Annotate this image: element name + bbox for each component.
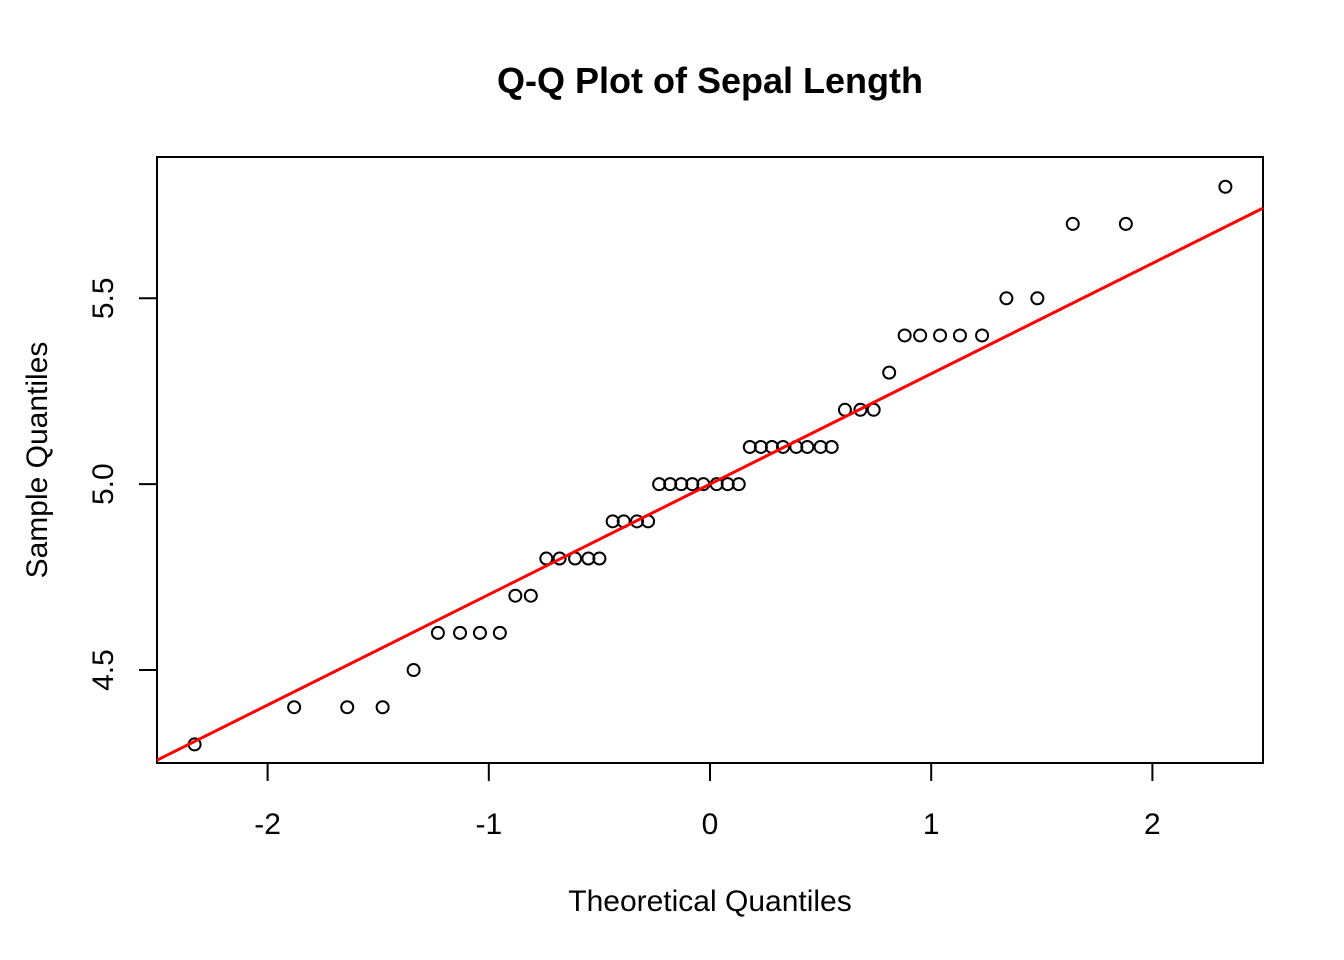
reference-line — [156, 206, 1264, 762]
data-point — [592, 551, 607, 566]
data-point — [375, 700, 390, 715]
data-point — [1218, 179, 1233, 194]
data-point — [913, 328, 928, 343]
y-axis-label: Sample Quantiles — [21, 342, 54, 579]
data-point — [406, 663, 421, 678]
data-point — [775, 439, 790, 454]
data-point — [853, 402, 868, 417]
data-point — [492, 625, 507, 640]
data-point — [1118, 216, 1133, 231]
data-point — [824, 439, 839, 454]
data-point — [453, 625, 468, 640]
y-tick-label: 5.5 — [87, 277, 120, 319]
data-points — [187, 179, 1233, 752]
data-point — [287, 700, 302, 715]
data-point — [1030, 291, 1045, 306]
x-tick-label: -1 — [475, 808, 502, 841]
data-point — [508, 588, 523, 603]
data-point — [430, 625, 445, 640]
data-point — [933, 328, 948, 343]
y-axis: 4.5 5.0 5.5 — [87, 277, 158, 691]
chart-title: Q-Q Plot of Sepal Length — [497, 60, 923, 101]
data-point — [552, 551, 567, 566]
x-tick-label: 2 — [1144, 808, 1161, 841]
y-tick-label: 5.0 — [87, 463, 120, 505]
data-point — [952, 328, 967, 343]
y-tick-label: 4.5 — [87, 649, 120, 691]
plot-box — [156, 156, 1264, 764]
data-point — [472, 625, 487, 640]
data-point — [975, 328, 990, 343]
x-tick-label: 0 — [702, 808, 719, 841]
x-tick-label: 1 — [923, 808, 940, 841]
data-point — [897, 328, 912, 343]
data-point — [1065, 216, 1080, 231]
data-point — [340, 700, 355, 715]
x-axis-label: Theoretical Quantiles — [568, 885, 851, 918]
x-axis: -2 -1 0 1 2 — [254, 762, 1161, 841]
data-point — [999, 291, 1014, 306]
data-point — [731, 477, 746, 492]
data-point — [800, 439, 815, 454]
x-tick-label: -2 — [254, 808, 281, 841]
data-point — [523, 588, 538, 603]
reference-line-group — [156, 206, 1264, 762]
data-point — [882, 365, 897, 380]
